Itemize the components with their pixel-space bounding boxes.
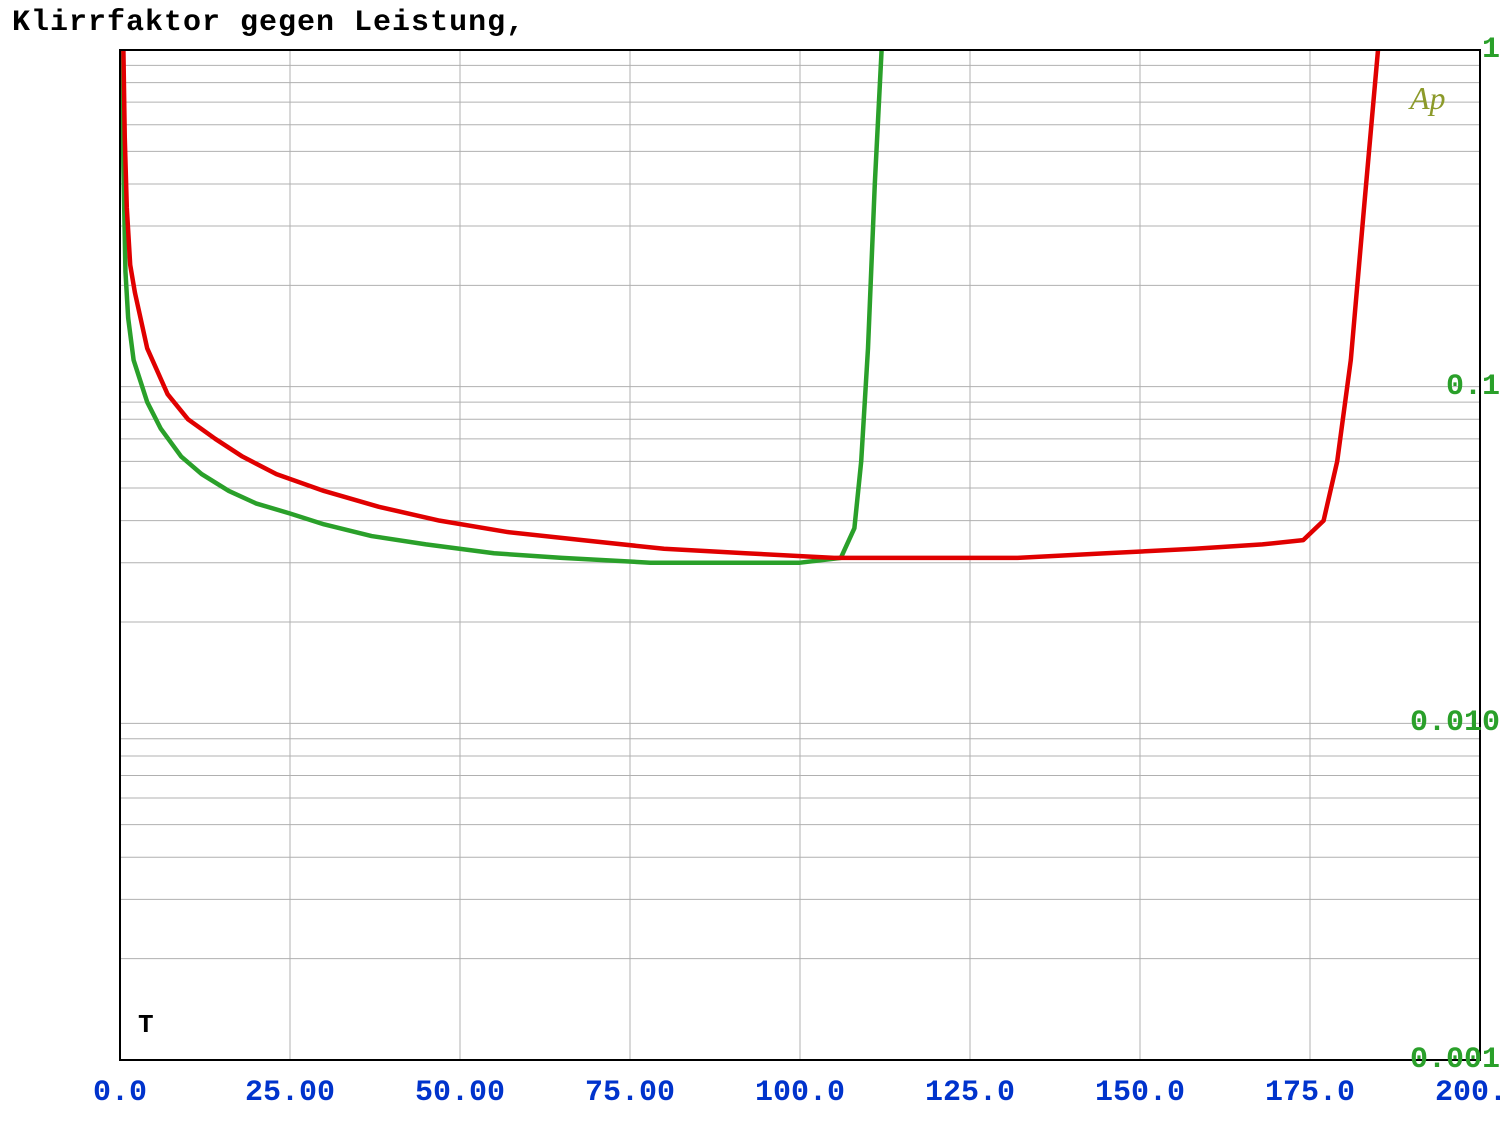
y-tick-label: 0.001 [1392, 1043, 1500, 1077]
x-tick-label: 125.0 [925, 1076, 1015, 1110]
x-tick-label: 150.0 [1095, 1076, 1185, 1110]
x-tick-label: 75.00 [585, 1076, 675, 1110]
x-tick-label: 0.0 [93, 1076, 147, 1110]
t-label: T [138, 1010, 154, 1040]
x-tick-label: 50.00 [415, 1076, 505, 1110]
chart-container: Klirrfaktor gegen Leistung, 0.0010.0100.… [0, 0, 1500, 1125]
y-tick-label: 0.1 [1392, 370, 1500, 404]
chart-svg [0, 0, 1500, 1125]
x-tick-label: 25.00 [245, 1076, 335, 1110]
y-tick-label: 0.010 [1392, 706, 1500, 740]
x-tick-label: 175.0 [1265, 1076, 1355, 1110]
watermark-ap: Ap [1410, 80, 1446, 117]
y-tick-label: 1 [1392, 33, 1500, 67]
x-tick-label: 200.0 [1435, 1076, 1500, 1110]
x-tick-label: 100.0 [755, 1076, 845, 1110]
